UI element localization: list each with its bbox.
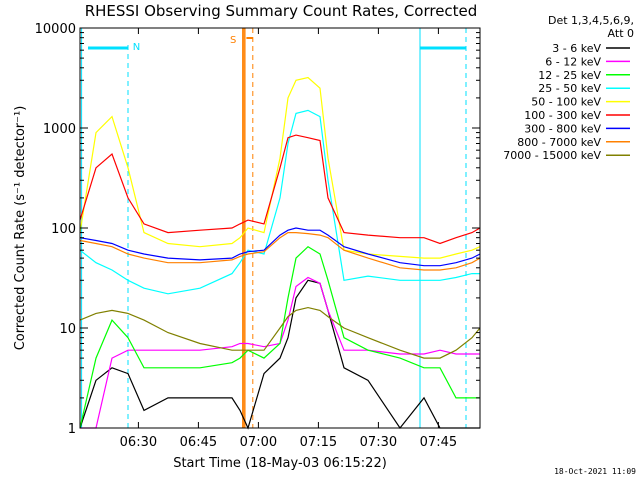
series-line-4 bbox=[79, 76, 481, 259]
series-line-6 bbox=[79, 227, 481, 267]
legend-label-1: 6 - 12 keV bbox=[545, 55, 601, 68]
y-axis: 1 10 100 1000 10000 bbox=[35, 22, 480, 437]
legend-label-5: 100 - 300 keV bbox=[524, 109, 601, 122]
legend-label-0: 3 - 6 keV bbox=[552, 42, 601, 55]
legend-label-2: 12 - 25 keV bbox=[538, 69, 601, 82]
saa-band bbox=[242, 28, 246, 428]
x-tick-label: 07:45 bbox=[420, 435, 457, 450]
y-tick-label: 10000 bbox=[35, 22, 76, 37]
x-axis-label: Start Time (18-May-03 06:15:22) bbox=[173, 456, 387, 471]
series-line-0 bbox=[79, 279, 480, 430]
chart-title: RHESSI Observing Summary Count Rates, Co… bbox=[85, 2, 478, 20]
series-lines bbox=[79, 76, 481, 430]
x-tick-label: 07:15 bbox=[300, 435, 337, 450]
x-tick-label: 07:00 bbox=[240, 435, 277, 450]
annotation-marks: NS bbox=[133, 35, 237, 53]
x-axis: 06:30 06:45 07:00 07:15 07:30 07:45 bbox=[120, 28, 457, 450]
x-tick-label: 07:30 bbox=[360, 435, 397, 450]
annotation-n: N bbox=[133, 42, 140, 53]
background-bars bbox=[81, 28, 467, 428]
legend-label-8: 7000 - 15000 keV bbox=[503, 149, 601, 162]
series-line-8 bbox=[79, 306, 481, 359]
y-tick-label: 1000 bbox=[43, 122, 76, 137]
y-tick-label: 100 bbox=[51, 222, 76, 237]
y-tick-label: 1 bbox=[68, 422, 76, 437]
x-tick-label: 06:30 bbox=[120, 435, 157, 450]
legend-header-1: Det 1,3,4,5,6,9, bbox=[548, 14, 634, 27]
y-axis-label: Corrected Count Rate (s⁻¹ detector⁻¹) bbox=[13, 106, 28, 351]
series-line-5 bbox=[79, 134, 481, 245]
timestamp: 18-Oct-2021 11:09 bbox=[554, 467, 636, 476]
legend-label-7: 800 - 7000 keV bbox=[517, 136, 601, 149]
legend-label-6: 300 - 800 keV bbox=[524, 122, 601, 135]
series-line-3 bbox=[79, 109, 480, 295]
annotation-s: S bbox=[230, 35, 236, 46]
series-line-1 bbox=[80, 276, 480, 429]
x-tick-label: 06:45 bbox=[180, 435, 217, 450]
series-line-7 bbox=[79, 232, 481, 271]
legend-header-2: Att 0 bbox=[608, 27, 634, 40]
legend-label-3: 25 - 50 keV bbox=[538, 82, 601, 95]
legend-label-4: 50 - 100 keV bbox=[531, 96, 601, 109]
series-line-2 bbox=[79, 245, 480, 429]
y-tick-label: 10 bbox=[59, 322, 76, 337]
